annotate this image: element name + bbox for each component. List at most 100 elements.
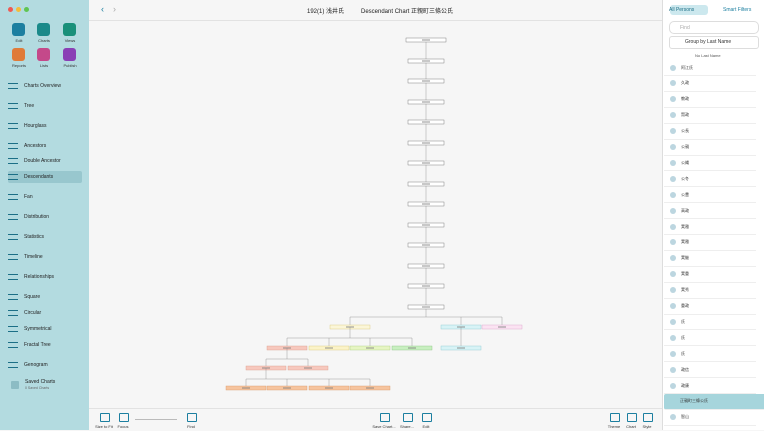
sidebar-item[interactable]: Fan <box>8 191 82 203</box>
toolbar-button[interactable] <box>12 23 25 36</box>
window-title: 192(1) 浅井氏 <box>307 9 345 15</box>
person-name: 高政 <box>681 207 689 213</box>
sidebar-item[interactable]: Symmetrical <box>8 323 82 335</box>
close[interactable] <box>8 7 13 12</box>
sidebar-item[interactable]: Double Ancestor <box>8 155 82 167</box>
toolbar-button[interactable] <box>63 48 76 61</box>
sidebar-item[interactable]: Tree <box>8 100 82 112</box>
toolbar-icon[interactable] <box>643 413 653 422</box>
group-by[interactable]: Group by Last Name <box>685 39 732 45</box>
search-field[interactable]: Find <box>680 25 690 31</box>
person-row[interactable]: 公豊 <box>664 187 756 204</box>
sidebar-label: Fan <box>24 194 33 200</box>
person-row[interactable]: 政信 <box>664 362 756 379</box>
person-name: 政康 <box>681 382 689 388</box>
forward[interactable]: › <box>113 4 116 14</box>
person-row[interactable]: 実継 <box>664 251 756 267</box>
toolbar-icon[interactable] <box>422 413 432 422</box>
toolbar-label: Theme <box>607 424 621 429</box>
sidebar-item[interactable]: Ancestors <box>8 140 82 152</box>
persons-panel <box>662 0 764 430</box>
sidebar-item[interactable]: Circular <box>8 307 82 319</box>
person-name: 氏 <box>681 334 685 340</box>
person-name: 政信 <box>681 366 689 372</box>
toolbar-icon[interactable] <box>627 413 637 422</box>
sidebar-item[interactable]: Hourglass <box>8 120 82 132</box>
person-row[interactable]: 氏 <box>664 346 756 363</box>
sidebar-label: Charts Overview <box>24 83 61 89</box>
person-row[interactable]: 氏 <box>664 330 756 347</box>
toolbar-button[interactable] <box>63 23 76 36</box>
sidebar-label: Statistics <box>24 234 45 240</box>
saved-icon <box>11 381 19 389</box>
sidebar-label: Symmetrical <box>24 326 52 332</box>
person-row[interactable]: 久政 <box>664 76 756 92</box>
person-row[interactable]: 公親 <box>664 140 756 156</box>
toolbar-icon[interactable] <box>100 413 110 422</box>
sidebar-label: Circular <box>24 310 42 316</box>
person-row[interactable]: 教政 <box>664 92 756 108</box>
tab-filters[interactable]: Smart Filters <box>723 7 752 13</box>
person-name: 重政 <box>681 303 689 308</box>
toolbar-button[interactable] <box>12 48 25 61</box>
toolbar-label: Edit <box>15 38 23 43</box>
person-row[interactable]: 公冬 <box>664 171 756 188</box>
person-name: 実重 <box>681 271 689 277</box>
sidebar-item[interactable]: Square <box>8 291 82 303</box>
zoom[interactable] <box>24 7 29 12</box>
sidebar-label: Tree <box>24 103 35 109</box>
toolbar-button[interactable] <box>37 23 50 36</box>
sidebar-item[interactable]: Genogram <box>8 359 82 371</box>
sidebar-label: Hourglass <box>24 123 47 129</box>
person-row[interactable]: 賢政 <box>664 108 756 124</box>
toolbar-label: Save Chart... <box>372 424 396 429</box>
person-row[interactable]: 公縄 <box>664 155 756 172</box>
saved-count: 0 Saved Charts <box>25 386 50 390</box>
toolbar-icon[interactable] <box>403 413 413 422</box>
person-row[interactable]: 実雅 <box>664 219 756 235</box>
person-name: 正親町三條公氏 <box>680 398 708 404</box>
minimize[interactable] <box>16 7 21 12</box>
person-row[interactable]: 政康 <box>664 378 756 394</box>
person-row[interactable]: 実秀 <box>664 283 756 299</box>
sidebar-item[interactable]: Charts Overview <box>8 80 82 92</box>
toolbar-icon[interactable] <box>610 413 620 422</box>
bottom-toolbar <box>89 408 662 431</box>
back[interactable]: ‹ <box>101 4 104 14</box>
sidebar-label: Ancestors <box>24 143 47 149</box>
toolbar-label: Share... <box>399 424 414 429</box>
sidebar-label: Fractal Tree <box>24 342 51 348</box>
person-name: 智山 <box>681 414 689 420</box>
person-name: 氏 <box>681 350 685 356</box>
person-row[interactable]: 実重 <box>664 267 756 283</box>
person-row[interactable]: 智山 <box>664 410 756 426</box>
sidebar-label: Double Ancestor <box>24 158 61 164</box>
tab-all[interactable]: All Persons <box>669 7 695 13</box>
sidebar-item[interactable]: Distribution <box>8 211 82 223</box>
sidebar-item[interactable]: Descendants <box>8 171 82 183</box>
toolbar-label: Charts <box>38 38 50 43</box>
toolbar-label: Find <box>187 424 195 429</box>
sidebar-item[interactable]: Timeline <box>8 251 82 263</box>
chart-canvas <box>225 37 523 391</box>
zoom-slider[interactable] <box>135 419 177 420</box>
person-row[interactable]: 正親町三條公氏 <box>664 393 764 410</box>
toolbar-icon[interactable] <box>380 413 390 422</box>
person-row[interactable]: 高政 <box>664 203 756 220</box>
sidebar-item[interactable]: Relationships <box>8 271 82 283</box>
person-row[interactable]: 阿江氏 <box>664 60 756 76</box>
person-row[interactable]: 実雅 <box>664 235 756 251</box>
person-name: 公長 <box>681 128 689 134</box>
toolbar-label: Edit <box>422 424 430 429</box>
toolbar-icon[interactable] <box>187 413 197 422</box>
person-row[interactable]: 氏 <box>664 314 756 331</box>
sidebar-label: Timeline <box>24 254 43 260</box>
sidebar-item[interactable]: Statistics <box>8 231 82 243</box>
toolbar-icon[interactable] <box>119 413 129 422</box>
person-row[interactable]: 重政 <box>664 299 756 315</box>
sidebar-item[interactable]: Fractal Tree <box>8 339 82 351</box>
toolbar-label: Views <box>64 38 76 43</box>
person-row[interactable]: 公長 <box>664 124 756 140</box>
toolbar-button[interactable] <box>37 48 50 61</box>
